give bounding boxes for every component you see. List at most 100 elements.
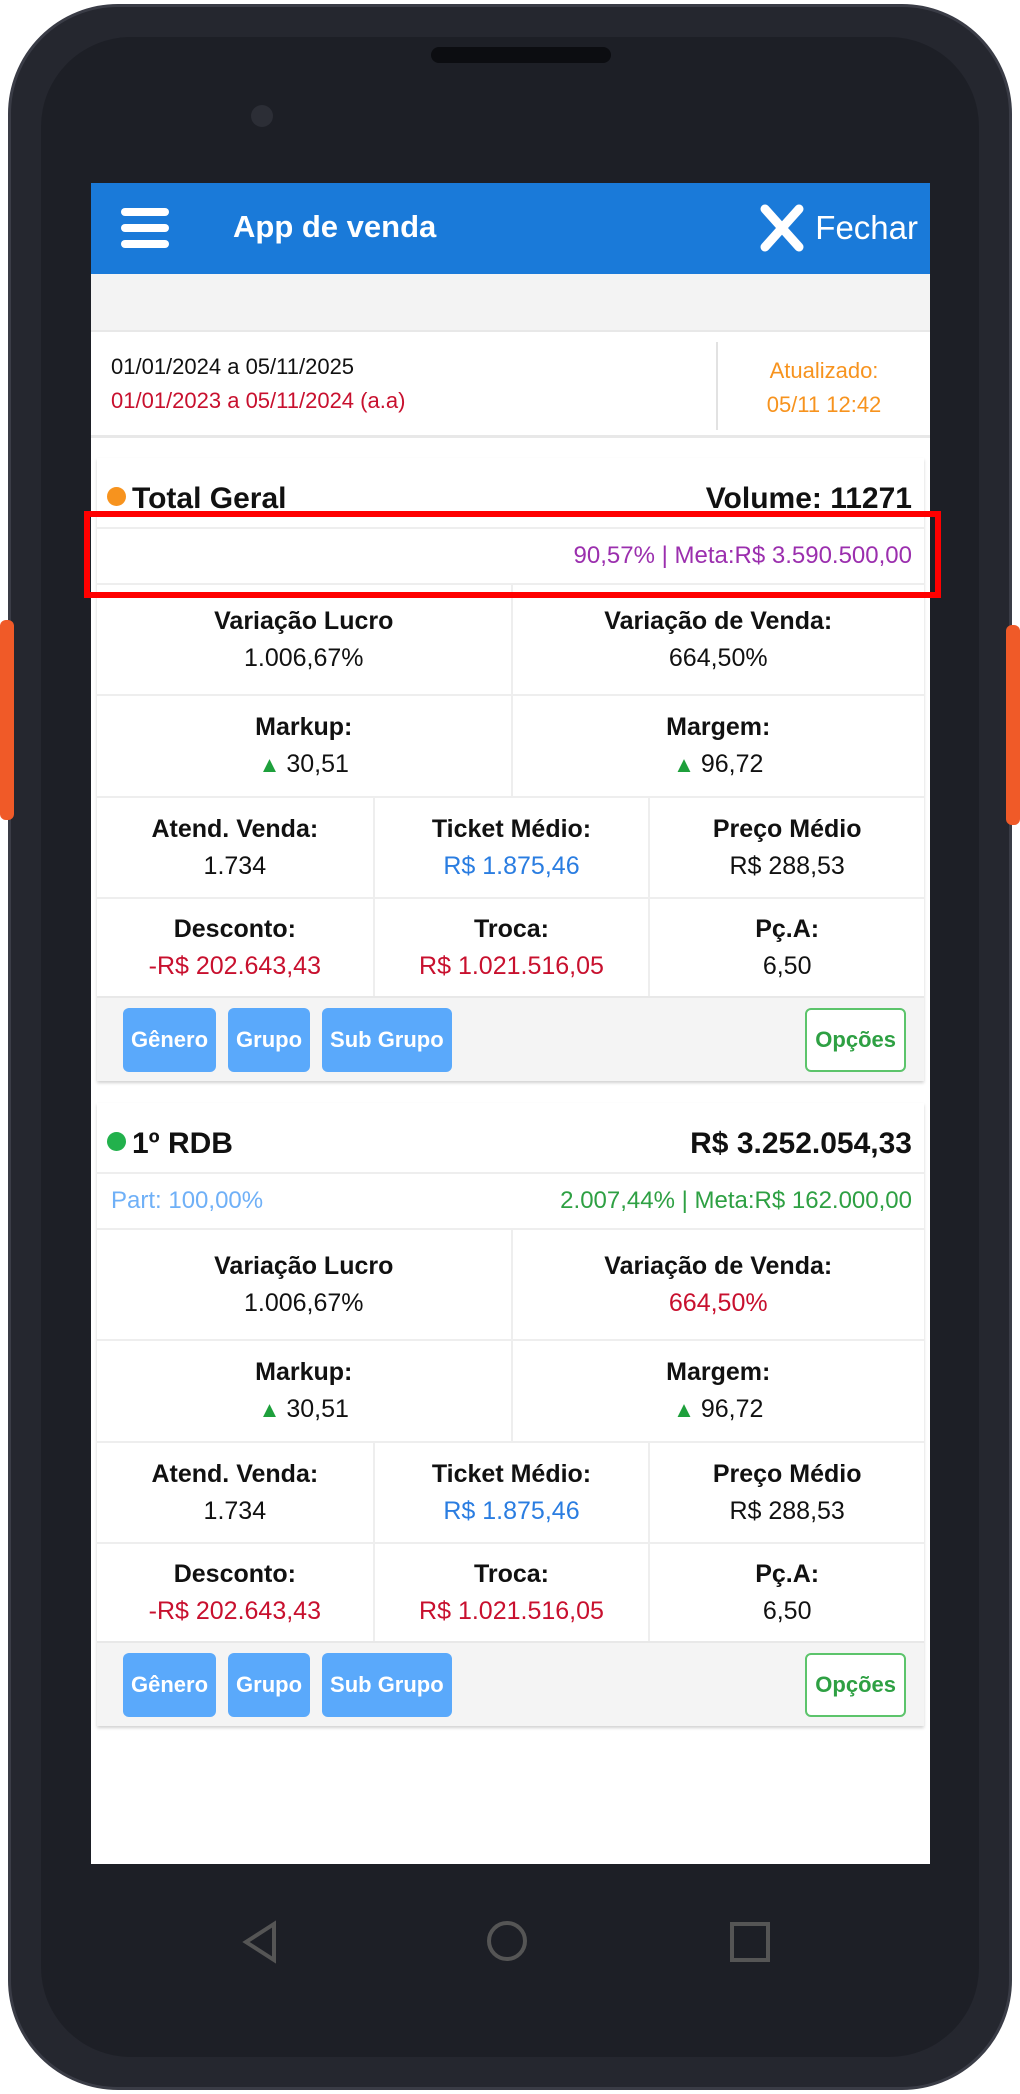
card-header: 1º RDB R$ 3.252.054,33 <box>97 1103 924 1172</box>
side-button-left <box>0 620 14 820</box>
card-actions: Gênero Grupo Sub Grupo Opções <box>97 1641 924 1726</box>
metric-value: -R$ 202.643,43 <box>97 952 373 981</box>
metric-value: 664,50% <box>513 644 925 673</box>
metric-label: Atend. Venda: <box>151 814 319 843</box>
metric-row: Atend. Venda: 1.734 Ticket Médio: R$ 1.875,… <box>97 796 924 897</box>
metric-label: Preço Médio <box>712 1459 862 1488</box>
close-button[interactable]: Fechar <box>757 203 918 253</box>
recents-icon[interactable] <box>728 1920 772 1964</box>
camera <box>251 105 273 127</box>
metric-troca: Troca: R$ 1.021.516,05 <box>372 899 649 996</box>
metric-markup: Markup: ▲ 30,51 <box>97 1341 511 1441</box>
options-button[interactable]: Opções <box>805 1007 906 1072</box>
filter-button-1[interactable]: Grupo <box>228 1007 311 1072</box>
metric-row: Markup: ▲ 30,51 Margem: ▲ 96,72 <box>97 1339 924 1441</box>
metric-value-text: 96,72 <box>700 750 764 778</box>
metric-value-text: 6,50 <box>762 1596 812 1625</box>
metric-pca: Pç.A: 6,50 <box>648 899 924 996</box>
metric-label: Troca: <box>473 914 549 943</box>
metric-ticket: Ticket Médio: R$ 1.875,46 <box>372 1443 649 1542</box>
metric-var_lucro: Variação Lucro 1.006,67% <box>97 585 511 694</box>
filter-button-0[interactable]: Gênero <box>123 1652 217 1717</box>
card-title: 1º RDB <box>107 1127 233 1161</box>
spacer <box>91 274 930 330</box>
back-icon[interactable] <box>240 1920 280 1964</box>
goal-progress: 90,57% | Meta:R$ 3.590.500,00 <box>573 542 912 569</box>
home-icon[interactable] <box>484 1918 530 1964</box>
close-icon <box>760 204 804 252</box>
updated-label: Atualizado: <box>769 358 879 383</box>
summary-card: 1º RDB R$ 3.252.054,33 Part: 100,00% 2.0… <box>97 1103 924 1726</box>
metric-label: Pç.A: <box>755 914 820 943</box>
metric-row: Desconto: -R$ 202.643,43 Troca: R$ 1.021.51… <box>97 1542 924 1641</box>
metric-var_venda: Variação de Venda: 664,50% <box>510 585 925 694</box>
metric-desconto: Desconto: -R$ 202.643,43 <box>97 899 373 996</box>
metric-value-text: R$ 1.021.516,05 <box>419 1596 604 1625</box>
metric-label: Ticket Médio: <box>431 814 592 843</box>
filter-button-0[interactable]: Gênero <box>123 1007 217 1072</box>
filter-button-1[interactable]: Grupo <box>228 1652 311 1717</box>
updated-value: 05/11 12:42 <box>766 392 882 417</box>
metric-pca: Pç.A: 6,50 <box>648 1544 924 1641</box>
filter-button-2[interactable]: Sub Grupo <box>322 1652 452 1717</box>
card-actions: Gênero Grupo Sub Grupo Opções <box>97 996 924 1081</box>
metric-troca: Troca: R$ 1.021.516,05 <box>372 1544 649 1641</box>
highlight-box <box>84 511 941 598</box>
metric-value-text: -R$ 202.643,43 <box>148 1596 321 1625</box>
divider <box>716 342 718 430</box>
app-header: App de venda Fechar <box>91 183 930 274</box>
metric-var_lucro: Variação Lucro 1.006,67% <box>97 1230 511 1339</box>
current-period: 01/01/2024 a 05/11/2025 <box>111 354 355 379</box>
metric-label: Desconto: <box>173 914 296 943</box>
metric-value: 664,50% <box>513 1289 925 1318</box>
metric-atend: Atend. Venda: 1.734 <box>97 798 373 897</box>
metric-value: R$ 1.021.516,05 <box>375 952 649 981</box>
metric-value: -R$ 202.643,43 <box>97 1597 373 1626</box>
app-screen: App de venda Fechar 01/01/2024 a 05/11/2… <box>91 183 930 1864</box>
metric-value: R$ 288,53 <box>650 852 924 881</box>
filter-button-2[interactable]: Sub Grupo <box>322 1007 452 1072</box>
metric-markup: Markup: ▲ 30,51 <box>97 696 511 796</box>
metric-value-text: R$ 288,53 <box>729 851 845 880</box>
status-dot-icon <box>107 1131 126 1151</box>
card-title: Total Geral <box>107 482 286 516</box>
metric-label: Atend. Venda: <box>151 1459 319 1488</box>
metric-value-text: R$ 1.875,46 <box>443 1496 580 1525</box>
metric-value: ▲ 96,72 <box>513 1395 925 1424</box>
metric-value-text: 30,51 <box>286 750 349 778</box>
metric-row: Variação Lucro 1.006,67% Variação de Venda… <box>97 1228 924 1339</box>
metric-label: Margem: <box>666 713 771 741</box>
metric-value: 6,50 <box>650 1597 924 1626</box>
metric-var_venda: Variação de Venda: 664,50% <box>510 1230 925 1339</box>
metric-label: Variação Lucro <box>214 606 394 635</box>
metric-label: Variação de Venda: <box>604 1251 833 1280</box>
summary-card: Total Geral Volume: 11271 90,57% | Meta:… <box>97 458 924 1081</box>
meta-row: Part: 100,00% 2.007,44% | Meta:R$ 162.00… <box>97 1172 924 1228</box>
metric-row: Markup: ▲ 30,51 Margem: ▲ 96,72 <box>97 694 924 796</box>
hamburger-menu-icon[interactable] <box>121 208 169 248</box>
metric-row: Atend. Venda: 1.734 Ticket Médio: R$ 1.875,… <box>97 1441 924 1542</box>
metric-value: 1.006,67% <box>97 644 511 673</box>
card-title-text: 1º RDB <box>132 1126 233 1160</box>
metric-value-text: 1.006,67% <box>243 643 364 672</box>
close-label: Fechar <box>815 209 918 246</box>
metric-value-text: 1.734 <box>203 1496 267 1525</box>
metric-label: Markup: <box>255 1358 353 1386</box>
metric-value: R$ 288,53 <box>650 1497 924 1526</box>
app-title: App de venda <box>233 209 437 244</box>
card-title-text: Total Geral <box>132 481 287 515</box>
speaker <box>431 47 611 63</box>
metric-value-text: 664,50% <box>668 1288 768 1317</box>
card-headline-value: Volume: 11271 <box>705 481 912 515</box>
metric-row: Variação Lucro 1.006,67% Variação de Venda… <box>97 583 924 694</box>
metric-value-text: R$ 288,53 <box>729 1496 845 1525</box>
metric-label: Variação Lucro <box>214 1251 394 1280</box>
metric-atend: Atend. Venda: 1.734 <box>97 1443 373 1542</box>
android-nav-bar <box>0 1910 1020 1980</box>
metric-value: R$ 1.875,46 <box>375 852 649 881</box>
metric-value: 1.006,67% <box>97 1289 511 1318</box>
card-header: Total Geral Volume: 11271 <box>97 458 924 527</box>
metric-value: 1.734 <box>97 852 373 881</box>
options-button[interactable]: Opções <box>805 1652 906 1717</box>
metric-value-text: 1.734 <box>203 851 267 880</box>
